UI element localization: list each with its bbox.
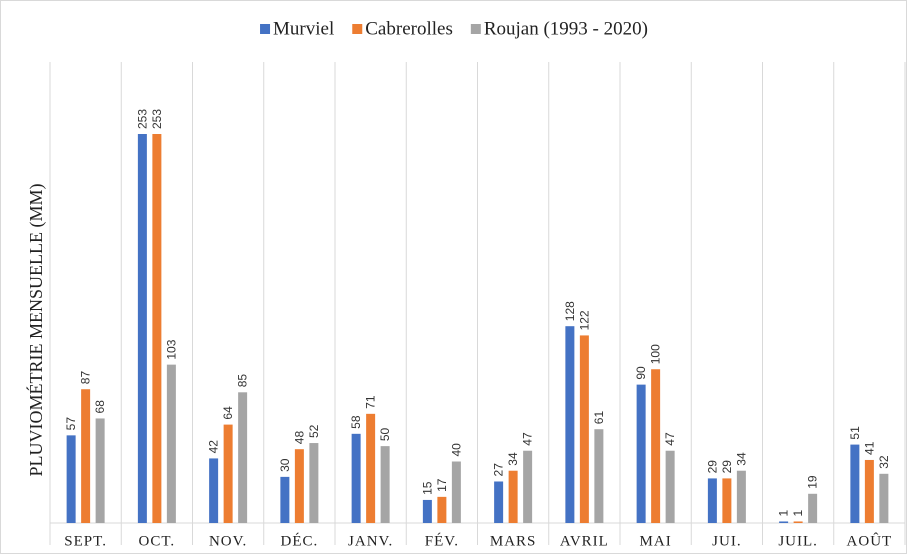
x-tick-label: JUIL. [778, 533, 818, 549]
data-label: 128 [563, 301, 577, 321]
legend-label: Murviel [273, 18, 334, 39]
bar [736, 470, 746, 523]
legend-label: Roujan (1993 - 2020) [484, 18, 648, 39]
data-label: 42 [207, 440, 221, 454]
bar [309, 443, 319, 523]
legend-label: Cabrerolles [365, 18, 453, 39]
x-tick-label: JUI. [712, 533, 741, 549]
data-label: 253 [135, 109, 149, 129]
bar [280, 476, 290, 523]
data-label: 122 [577, 310, 591, 330]
x-tick-label: FÉV. [425, 532, 459, 549]
bar [651, 369, 661, 523]
x-tick-label: AOÛT [847, 532, 893, 549]
legend-swatch [260, 24, 271, 34]
data-label: 1 [777, 509, 791, 516]
bar [879, 473, 889, 523]
data-label: 32 [877, 455, 891, 469]
bar [66, 435, 76, 523]
bar [366, 413, 376, 523]
data-label: 68 [93, 400, 107, 414]
bar [351, 433, 361, 523]
bar [494, 481, 504, 523]
data-label: 30 [278, 458, 292, 472]
data-label: 85 [236, 374, 250, 388]
bar [850, 444, 860, 523]
data-label: 103 [164, 339, 178, 359]
data-label: 87 [79, 371, 93, 385]
x-tick-label: MARS [490, 533, 537, 549]
data-label: 47 [521, 432, 535, 446]
bar [808, 493, 818, 523]
data-label: 41 [862, 441, 876, 455]
bar [636, 384, 646, 523]
bar [565, 326, 575, 523]
bar [508, 470, 518, 523]
data-label: 48 [292, 431, 306, 445]
x-tick-label: SEPT. [64, 533, 107, 549]
x-tick-label: MAI [640, 533, 672, 549]
x-tick-label: JANV. [348, 533, 393, 549]
bar [722, 478, 732, 523]
data-label: 90 [634, 366, 648, 380]
data-label: 29 [720, 460, 734, 474]
data-label: 27 [492, 463, 506, 477]
bar [779, 521, 789, 523]
data-label: 34 [506, 452, 520, 466]
data-label: 61 [592, 411, 606, 425]
bar [707, 478, 717, 523]
legend-swatch [470, 24, 481, 34]
bar [95, 418, 105, 523]
data-label: 100 [649, 344, 663, 364]
data-label: 29 [705, 460, 719, 474]
data-label: 19 [806, 475, 820, 489]
y-axis-title: PLUVIOMÉTRIE MENSUELLE (MM) [25, 184, 47, 477]
x-tick-label: OCT. [139, 533, 176, 549]
bar [238, 392, 248, 523]
bar [451, 461, 461, 523]
bar [579, 335, 589, 523]
legend: Murviel Cabrerolles Roujan (1993 - 2020) [260, 18, 648, 39]
data-label: 253 [150, 109, 164, 129]
data-label: 52 [307, 424, 321, 438]
data-label: 50 [378, 427, 392, 441]
bar [422, 499, 432, 523]
data-label: 57 [64, 417, 78, 431]
bar [294, 449, 304, 523]
bar [437, 496, 447, 523]
data-label: 51 [848, 426, 862, 440]
data-label: 17 [435, 478, 449, 492]
bar [594, 429, 604, 523]
bar [864, 459, 874, 523]
bar [793, 521, 803, 523]
data-label: 15 [420, 481, 434, 495]
data-label: 40 [449, 443, 463, 457]
bar [81, 389, 91, 523]
bar [209, 458, 219, 523]
x-tick-label: NOV. [209, 533, 247, 549]
data-label: 64 [221, 406, 235, 420]
bar [137, 134, 147, 523]
x-tick-label: AVRIL [560, 533, 609, 549]
data-label: 34 [734, 452, 748, 466]
bar [665, 450, 675, 523]
legend-swatch [352, 24, 363, 34]
data-label: 58 [349, 415, 363, 429]
x-tick-label: DÉC. [281, 532, 319, 549]
data-label: 71 [364, 395, 378, 409]
data-label: 1 [791, 509, 805, 516]
data-label: 47 [663, 432, 677, 446]
bar [152, 134, 162, 523]
bar [523, 450, 533, 523]
bar [380, 446, 390, 523]
bar [223, 424, 233, 523]
bar [166, 364, 176, 523]
